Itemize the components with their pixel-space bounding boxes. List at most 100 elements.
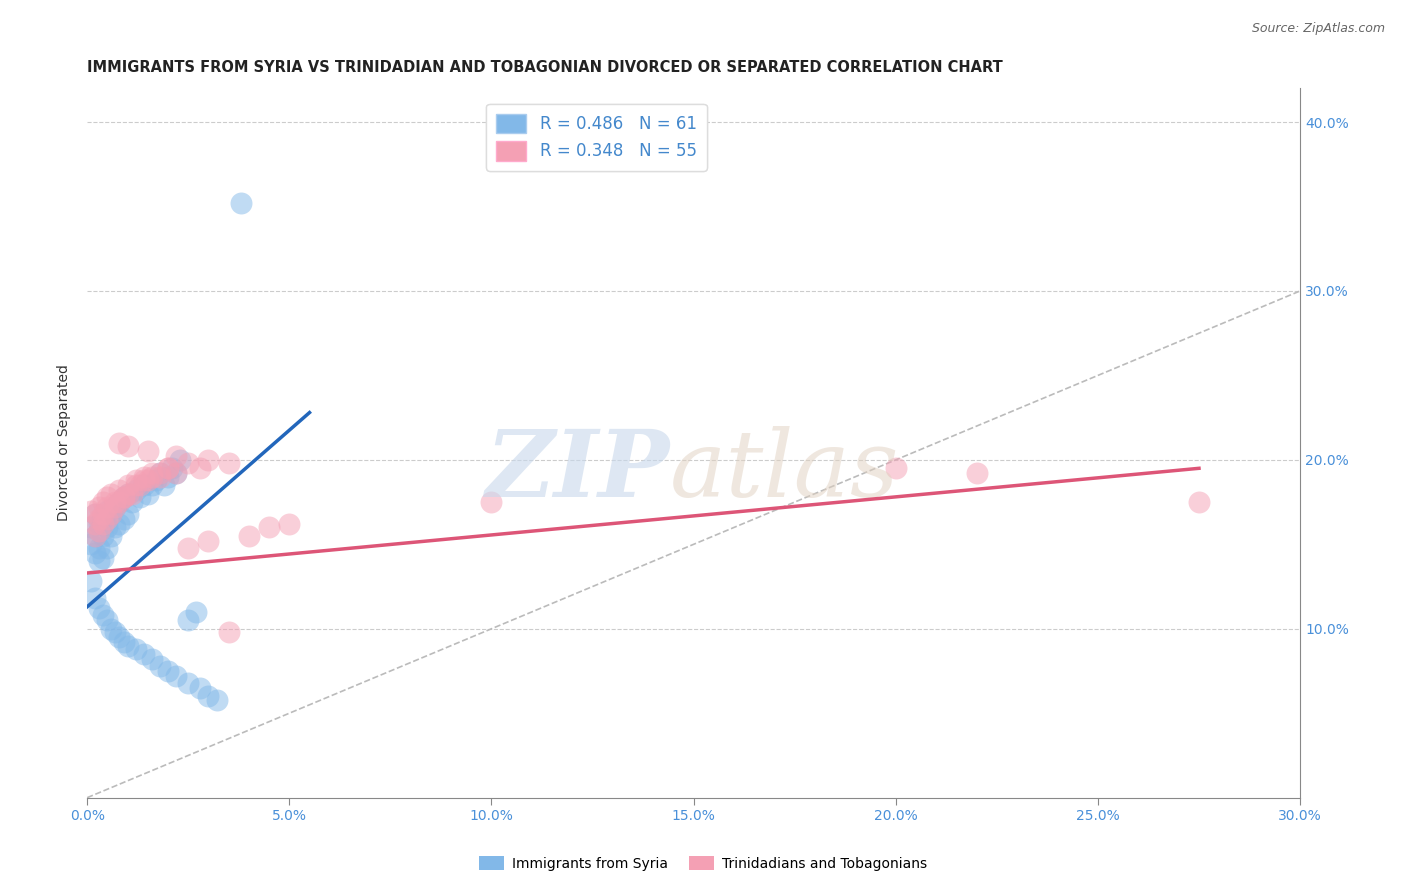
Point: [128, 490, 150, 504]
Point: [80, 503, 103, 517]
Point: [112, 635, 135, 649]
Point: [80, 574, 103, 589]
Point: [177, 541, 200, 555]
Point: [91, 516, 114, 531]
Point: [96, 613, 118, 627]
Point: [141, 467, 163, 481]
Point: [132, 647, 155, 661]
Point: [141, 478, 163, 492]
Point: [156, 469, 179, 483]
Point: [124, 478, 146, 492]
Point: [121, 486, 143, 500]
Point: [165, 669, 187, 683]
Point: [278, 516, 301, 531]
Point: [84, 507, 107, 521]
Point: [884, 461, 907, 475]
Point: [966, 467, 988, 481]
Point: [108, 516, 131, 531]
Point: [229, 196, 252, 211]
Point: [136, 486, 159, 500]
Point: [89, 524, 111, 538]
Point: [91, 495, 114, 509]
Point: [153, 478, 176, 492]
Point: [100, 507, 122, 521]
Point: [104, 625, 127, 640]
Point: [117, 486, 139, 500]
Point: [84, 507, 107, 521]
Point: [91, 529, 114, 543]
Point: [257, 520, 280, 534]
Text: IMMIGRANTS FROM SYRIA VS TRINIDADIAN AND TOBAGONIAN DIVORCED OR SEPARATED CORREL: IMMIGRANTS FROM SYRIA VS TRINIDADIAN AND…: [87, 60, 1002, 75]
Point: [156, 461, 179, 475]
Text: Source: ZipAtlas.com: Source: ZipAtlas.com: [1251, 22, 1385, 36]
Point: [89, 601, 111, 615]
Point: [177, 675, 200, 690]
Point: [80, 537, 103, 551]
Point: [121, 495, 143, 509]
Point: [117, 486, 139, 500]
Point: [190, 461, 212, 475]
Point: [481, 495, 503, 509]
Point: [149, 469, 172, 483]
Point: [141, 652, 163, 666]
Point: [89, 524, 111, 538]
Point: [91, 550, 114, 565]
Point: [156, 664, 179, 678]
Point: [89, 516, 111, 531]
Point: [117, 478, 139, 492]
Point: [108, 630, 131, 644]
Point: [218, 456, 240, 470]
Point: [84, 546, 107, 560]
Point: [177, 613, 200, 627]
Point: [112, 490, 135, 504]
Point: [124, 642, 146, 657]
Point: [165, 467, 187, 481]
Point: [149, 467, 172, 481]
Text: atlas: atlas: [669, 426, 898, 516]
Point: [108, 495, 131, 509]
Point: [104, 495, 127, 509]
Point: [96, 503, 118, 517]
Point: [177, 456, 200, 470]
Text: ZIP: ZIP: [485, 426, 669, 516]
Point: [136, 444, 159, 458]
Point: [91, 507, 114, 521]
Point: [149, 467, 172, 481]
Legend: Immigrants from Syria, Trinidadians and Tobagonians: Immigrants from Syria, Trinidadians and …: [474, 850, 932, 876]
Point: [132, 473, 155, 487]
Point: [100, 486, 122, 500]
Point: [132, 478, 155, 492]
Point: [96, 520, 118, 534]
Point: [100, 529, 122, 543]
Point: [124, 483, 146, 498]
Point: [108, 436, 131, 450]
Point: [91, 512, 114, 526]
Point: [165, 450, 187, 464]
Point: [149, 659, 172, 673]
Point: [117, 439, 139, 453]
Point: [91, 608, 114, 623]
Point: [160, 461, 183, 475]
Point: [112, 512, 135, 526]
Point: [128, 478, 150, 492]
Point: [108, 495, 131, 509]
Point: [84, 591, 107, 606]
Point: [117, 639, 139, 653]
Point: [1188, 495, 1211, 509]
Point: [84, 529, 107, 543]
Point: [117, 507, 139, 521]
Point: [84, 516, 107, 531]
Point: [104, 520, 127, 534]
Point: [104, 500, 127, 515]
Legend: R = 0.486   N = 61, R = 0.348   N = 55: R = 0.486 N = 61, R = 0.348 N = 55: [486, 103, 707, 170]
Point: [104, 500, 127, 515]
Point: [165, 467, 187, 481]
Point: [169, 453, 191, 467]
Point: [156, 461, 179, 475]
Point: [186, 605, 208, 619]
Point: [100, 622, 122, 636]
Point: [238, 529, 260, 543]
Point: [141, 469, 163, 483]
Point: [218, 625, 240, 640]
Point: [84, 529, 107, 543]
